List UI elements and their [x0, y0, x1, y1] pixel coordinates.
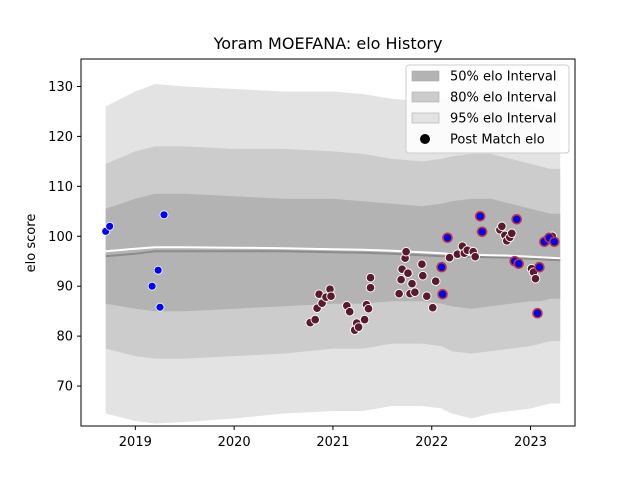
post-match-elo-point — [437, 288, 448, 300]
axes-frame — [80, 58, 576, 427]
chart-title: Yoram MOEFANA: elo History — [213, 34, 443, 53]
series-dark-red-edge — [436, 211, 560, 319]
post-match-elo-point — [359, 314, 370, 325]
post-match-elo-point — [365, 272, 376, 283]
legend-swatch — [411, 112, 440, 124]
post-match-elo-point — [365, 282, 376, 293]
y-tick-label: 110 — [48, 180, 73, 195]
post-match-elo-point — [105, 221, 115, 231]
post-match-elo-point — [444, 252, 455, 263]
post-match-elo-point — [310, 314, 320, 325]
post-match-elo-point — [344, 306, 355, 317]
post-match-elo-point — [363, 303, 374, 314]
plot-area — [101, 84, 561, 424]
post-match-elo-point — [513, 258, 525, 270]
x-tick-label: 2023 — [514, 435, 547, 450]
post-match-elo-point — [147, 281, 157, 291]
post-match-elo-point — [396, 274, 406, 285]
post-match-elo-point — [497, 221, 507, 232]
legend-marker — [420, 134, 430, 144]
post-match-elo-point — [430, 276, 441, 286]
axes: 2019 2020 2021 2022 2023 70 80 90 100 110 120 130 — [48, 80, 547, 450]
median-line — [105, 250, 561, 262]
post-match-elo-point — [532, 307, 543, 319]
series-dark — [305, 221, 558, 335]
post-match-elo-point — [427, 302, 438, 313]
y-axis-label: elo score — [24, 214, 39, 273]
post-match-elo-point — [155, 302, 165, 312]
legend-label: 50% elo Interval — [450, 70, 557, 85]
legend-label: Post Match elo — [450, 133, 545, 148]
legend-swatch — [411, 70, 440, 82]
post-match-elo-point — [474, 211, 486, 222]
legend-swatch — [411, 91, 440, 103]
legend-box — [405, 64, 570, 154]
post-match-elo-point — [418, 270, 428, 281]
x-tick-label: 2020 — [218, 435, 251, 450]
post-match-elo-point — [153, 265, 163, 275]
legend: 50% elo Interval 80% elo Interval 95% elo … — [405, 64, 570, 154]
post-match-elo-point — [353, 322, 364, 332]
y-tick-label: 90 — [56, 280, 73, 295]
y-tick-label: 130 — [48, 80, 73, 95]
y-tick-label: 100 — [48, 230, 73, 245]
post-match-elo-point — [403, 268, 413, 278]
post-match-elo-point — [476, 226, 488, 238]
x-tick-label: 2019 — [119, 435, 152, 450]
y-tick-label: 120 — [48, 130, 73, 145]
x-tick-label: 2022 — [415, 435, 448, 450]
post-match-elo-point — [417, 259, 427, 269]
post-match-elo-point — [394, 288, 404, 299]
post-match-elo-point — [436, 261, 447, 273]
post-match-elo-point — [530, 273, 541, 284]
post-match-elo-point — [507, 228, 517, 239]
x-tick-label: 2021 — [316, 435, 349, 450]
post-match-elo-point — [326, 291, 336, 301]
y-tick-label: 80 — [56, 330, 73, 345]
legend-label: 80% elo Interval — [450, 91, 557, 106]
mean-line — [105, 246, 561, 260]
series-blue — [101, 210, 169, 312]
post-match-elo-point — [401, 246, 411, 257]
post-match-elo-point — [470, 251, 480, 262]
post-match-elo-point — [548, 236, 560, 248]
legend-label: 95% elo Interval — [450, 112, 557, 127]
post-match-elo-point — [422, 291, 432, 301]
post-match-elo-point — [159, 210, 169, 220]
post-match-elo-point — [511, 214, 523, 225]
post-match-elo-point — [410, 287, 420, 297]
post-match-elo-point — [442, 232, 453, 244]
post-match-elo-point — [407, 278, 417, 289]
y-tick-label: 70 — [56, 380, 73, 395]
post-match-elo-point — [534, 261, 545, 273]
